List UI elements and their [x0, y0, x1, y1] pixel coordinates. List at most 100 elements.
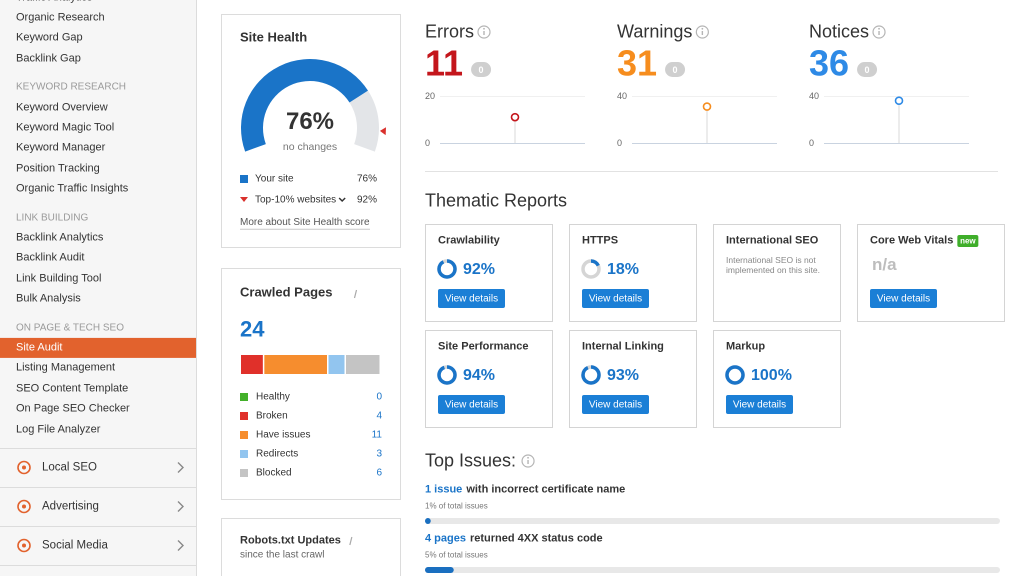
issue-share: 5% of total issues: [425, 550, 488, 560]
legend-chevron: [338, 197, 346, 203]
summary-label: Warnings: [617, 21, 693, 42]
sidebar-item[interactable]: Position Tracking: [16, 162, 100, 175]
view-details-text[interactable]: View details: [588, 398, 643, 410]
legend-swatch: [240, 412, 248, 420]
crawled-total: 24: [240, 316, 265, 342]
change-badge: [471, 62, 492, 77]
report-score: 18%: [607, 260, 640, 278]
sidebar-item[interactable]: Link Building Tool: [16, 272, 102, 285]
view-details-text[interactable]: View details: [444, 292, 499, 304]
report-name: Internal Linking: [582, 340, 664, 353]
view-details-text[interactable]: View details: [876, 292, 931, 304]
report-note: International SEO is not implemented on …: [726, 255, 821, 275]
sidebar-item[interactable]: Backlink Analytics: [16, 231, 104, 244]
issue-bar: [425, 567, 454, 573]
crawled-bar-segment: [264, 355, 327, 374]
legend-value: 76%: [356, 173, 377, 185]
sidebar-item[interactable]: Listing Management: [16, 361, 116, 374]
crawled-pages-card: [221, 268, 401, 500]
issue-line: 1 issue with incorrect certificate name: [425, 484, 625, 497]
legend-swatch: [240, 393, 248, 401]
report-name: HTTPS: [582, 234, 619, 247]
summary-label: Notices: [809, 21, 870, 42]
sidebar-item[interactable]: Traffic Analytics: [16, 0, 92, 4]
sidebar-item[interactable]: SEO Content Template: [16, 382, 129, 395]
change-badge: [857, 62, 878, 77]
sidebar-heading: KEYWORD RESEARCH: [16, 81, 127, 93]
menu-item[interactable]: Advertising: [42, 499, 99, 512]
legend-label: Healthy: [256, 391, 290, 403]
info-italic: [353, 289, 358, 299]
sidebar-item[interactable]: Bulk Analysis: [16, 292, 81, 305]
legend-count[interactable]: 0: [376, 391, 382, 403]
crawled-bar-segment: [241, 355, 263, 374]
score-ring: [581, 365, 601, 385]
robots-card: [221, 518, 401, 576]
view-details-text[interactable]: View details: [444, 398, 499, 410]
info-icon: [695, 25, 709, 39]
menu-icon: [17, 460, 31, 475]
summary-count[interactable]: 36: [809, 42, 850, 84]
legend-count[interactable]: 11: [371, 429, 382, 441]
view-details-button: [438, 289, 505, 308]
summary-label: Errors: [425, 21, 474, 42]
legend-label: Have issues: [256, 429, 311, 441]
legend-count[interactable]: 3: [376, 448, 382, 460]
crawled-bar-segment: [328, 355, 345, 374]
section-title: Top Issues:: [425, 450, 517, 471]
score-ring: [437, 259, 457, 279]
score-ring: [725, 365, 745, 385]
change-badge-text: 0: [478, 64, 484, 75]
active-item-bg: [0, 337, 196, 358]
issue-count[interactable]: 1 issue: [425, 483, 463, 496]
card-title: Crawled Pages: [240, 284, 333, 300]
legend-count[interactable]: 6: [376, 467, 382, 479]
sidebar-item[interactable]: Site Audit: [16, 341, 63, 354]
menu-item[interactable]: Local SEO: [42, 460, 97, 473]
sidebar-item[interactable]: Organic Traffic Insights: [16, 182, 129, 195]
menu-item[interactable]: Social Media: [42, 538, 108, 551]
view-details-text[interactable]: View details: [732, 398, 787, 410]
gauge-score: 76%: [285, 108, 335, 136]
sidebar-item[interactable]: Keyword Gap: [16, 31, 83, 44]
issue-line: 4 pages returned 4XX status code: [425, 533, 603, 546]
sidebar-item[interactable]: Organic Research: [16, 11, 105, 24]
issue-bar-track: [425, 567, 1000, 573]
info-icon-dot: [701, 27, 704, 30]
gauge-fill: [241, 59, 368, 152]
sidebar-item[interactable]: Keyword Overview: [16, 101, 108, 114]
summary-count[interactable]: 11: [425, 42, 464, 84]
legend-swatch: [240, 431, 248, 439]
report-name: Markup: [726, 340, 766, 353]
sidebar-item[interactable]: Backlink Audit: [16, 251, 85, 264]
sidebar-bg: [0, 0, 196, 576]
view-details-button: [582, 289, 649, 308]
sidebar-item[interactable]: On Page SEO Checker: [16, 402, 130, 415]
sidebar-item[interactable]: Log File Analyzer: [16, 423, 101, 436]
sidebar-item[interactable]: Keyword Magic Tool: [16, 121, 115, 134]
summary-count[interactable]: 31: [617, 42, 658, 84]
report-score: 100%: [751, 366, 792, 384]
menu-icon-dot: [22, 543, 26, 548]
change-badge: [665, 62, 686, 77]
sidebar-heading: LINK BUILDING: [16, 211, 89, 223]
issue-count[interactable]: 4 pages: [425, 532, 466, 545]
legend-label: Broken: [256, 410, 288, 422]
report-score: 94%: [463, 366, 496, 384]
menu-icon: [17, 499, 31, 514]
sidebar-item[interactable]: Backlink Gap: [16, 52, 81, 65]
report-name: International SEO: [726, 234, 819, 247]
info-icon-dot: [527, 456, 529, 459]
info-icon: [477, 25, 491, 39]
legend-swatch: [240, 469, 248, 477]
legend-label: Redirects: [256, 448, 299, 460]
legend-swatch: [240, 450, 248, 458]
sidebar-item[interactable]: Keyword Manager: [16, 141, 106, 154]
view-details-text[interactable]: View details: [588, 292, 643, 304]
report-name: Crawlability: [438, 234, 500, 247]
site-health-link[interactable]: More about Site Health score: [240, 216, 370, 230]
legend-count[interactable]: 4: [376, 410, 382, 422]
legend-label: Top-10% websites: [255, 194, 337, 206]
